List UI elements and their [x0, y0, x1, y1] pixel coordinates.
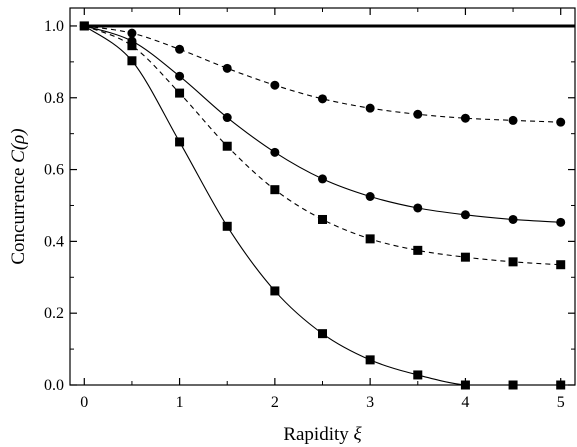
- x-tick-label: 1: [176, 394, 184, 411]
- series-4-point: [222, 221, 232, 231]
- series-4-point: [79, 21, 89, 31]
- series-1-point: [508, 115, 518, 125]
- series-2-point: [318, 174, 327, 184]
- series-2-point: [460, 210, 470, 220]
- series-2-point: [556, 217, 566, 227]
- y-tick-label: 0.4: [44, 233, 64, 250]
- series-4-point: [127, 56, 137, 66]
- series-2-line: [84, 25, 561, 223]
- x-tick-label: 4: [461, 394, 469, 411]
- series-2-point: [413, 203, 423, 213]
- x-tick-label: 5: [557, 394, 565, 411]
- series-1-point: [318, 94, 327, 104]
- series-layer: [79, 21, 575, 390]
- series-1-point: [222, 63, 232, 73]
- series-3-point: [460, 252, 470, 262]
- series-3-point: [318, 214, 327, 224]
- series-1-point: [175, 44, 185, 54]
- series-3-point: [413, 245, 423, 255]
- x-axis-label-symbol: ξ: [354, 424, 363, 445]
- y-tick-label: 1.0: [44, 18, 64, 35]
- series-3-point: [127, 41, 137, 51]
- series-2-point: [508, 214, 518, 224]
- x-tick-label: 3: [366, 394, 374, 411]
- series-1-point: [413, 109, 423, 119]
- series-3-point: [556, 260, 566, 270]
- series-1-point: [270, 80, 280, 90]
- y-tick-label: 0.2: [44, 305, 64, 322]
- series-4-point: [270, 286, 280, 296]
- series-1-line: [84, 25, 561, 123]
- series-1-point: [460, 113, 470, 123]
- y-axis-label-text: Concurrence: [8, 163, 29, 265]
- series-3-point: [365, 234, 375, 244]
- series-4-point: [318, 329, 327, 339]
- ticks-layer: 0 1 2 3 4 5 0.0 0.2 0.4 0.6 0.8 1.0: [44, 8, 575, 411]
- y-tick-label: 0.8: [44, 90, 64, 107]
- x-tick-label: 0: [80, 394, 88, 411]
- y-axis-label: Concurrence C(ρ): [8, 128, 29, 264]
- series-1-point: [365, 103, 375, 113]
- series-3-point: [508, 257, 518, 267]
- plot-frame: [69, 7, 576, 386]
- y-tick-label: 0.0: [44, 377, 64, 394]
- series-3-point: [222, 141, 232, 151]
- series-1-point: [127, 28, 137, 38]
- series-3-line: [84, 25, 561, 266]
- series-3-point: [270, 185, 280, 195]
- x-axis-label-text: Rapidity: [283, 424, 353, 445]
- series-2-point: [222, 113, 232, 123]
- y-axis-label-symbol: C(ρ): [8, 128, 29, 162]
- series-3-point: [175, 88, 185, 98]
- series-4-point: [365, 355, 375, 365]
- x-tick-label: 2: [271, 394, 279, 411]
- series-2-point: [365, 192, 375, 201]
- series-2-point: [270, 147, 280, 157]
- series-2-point: [175, 71, 185, 81]
- x-axis-label: Rapidity ξ: [283, 424, 362, 445]
- y-tick-label: 0.6: [44, 162, 64, 179]
- series-4-point: [175, 137, 185, 147]
- series-4-point: [413, 370, 423, 380]
- series-1-point: [556, 117, 566, 127]
